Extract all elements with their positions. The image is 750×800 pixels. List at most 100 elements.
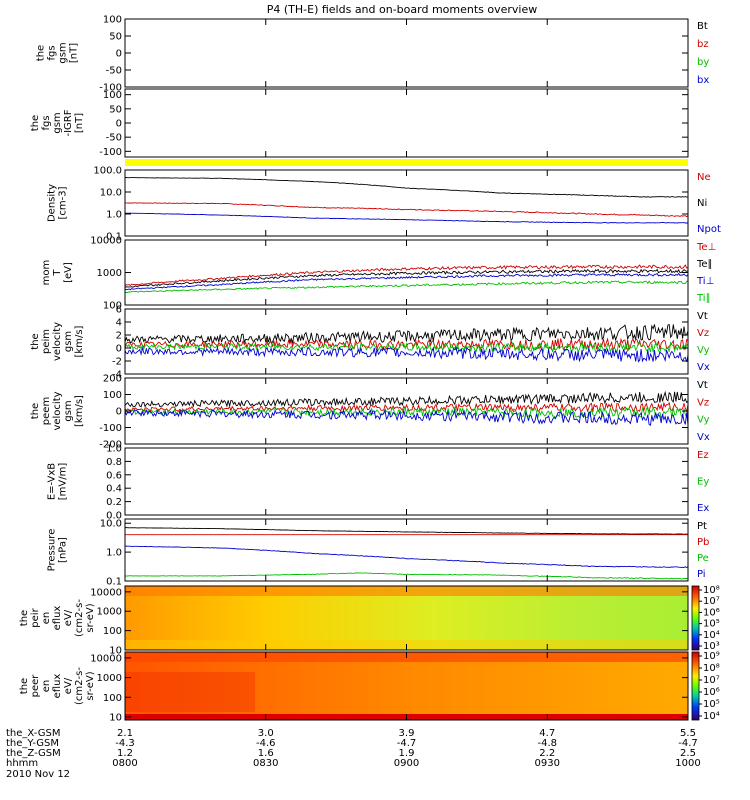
y-tick-label: 4 xyxy=(116,318,122,329)
series-p3-Ni xyxy=(125,177,688,198)
panel-p5: 6 4 2 0 -2 -4 the peim velocity gsm [km/s] Vt Vz Vy Vx xyxy=(30,305,710,381)
y-tick-label: 100.0 xyxy=(93,166,122,177)
y-tick-label: -200 xyxy=(99,440,122,451)
panel-p8: 10.0 1.0 0.1 Pressure [nPa] Pt Pb Pe Pi xyxy=(47,518,709,588)
x-axis-value: 0900 xyxy=(394,758,419,769)
y-axis-label: eflux xyxy=(52,674,63,699)
legend-p3-Npot: Npot xyxy=(697,224,721,235)
y-tick-label: 10000 xyxy=(90,653,122,664)
y-tick-label: 50 xyxy=(109,104,122,115)
y-tick-label: 100 xyxy=(103,301,122,312)
x-axis-row-label: the_Z-GSM xyxy=(6,748,61,759)
y-tick-label: 0 xyxy=(116,407,122,418)
panel-p1: 100 50 0 -50 -100 the fgs gsm [nT] Bt bz by bx xyxy=(36,15,710,94)
y-tick-label: -50 xyxy=(106,66,122,77)
legend-p5-Vt: Vt xyxy=(697,311,708,322)
y-tick-label: -100 xyxy=(99,83,122,94)
heatmap-spectrogram xyxy=(125,652,688,720)
y-axis-label: fgs xyxy=(47,45,58,60)
legend-p8-Pb: Pb xyxy=(697,537,709,548)
y-tick-label: 100 xyxy=(103,626,122,637)
panel-frame xyxy=(124,239,689,306)
y-axis-label: sr-eV) xyxy=(85,603,96,632)
colorbar-tick-label: 10⁴ xyxy=(703,711,720,722)
y-axis-label: the xyxy=(30,403,41,419)
y-axis-label: gsm xyxy=(63,331,74,352)
panel-p2: 100 50 0 -50 -100 the fgs gsm -IGRF [nT] xyxy=(30,88,689,158)
y-axis-label: [nT] xyxy=(74,113,85,133)
y-axis-label: the xyxy=(30,115,41,131)
y-tick-label: -100 xyxy=(99,423,122,434)
series-p6-Vx xyxy=(125,408,688,427)
y-tick-label: 0.8 xyxy=(106,457,122,468)
y-tick-label: 100 xyxy=(103,390,122,401)
colorbar-tick-label: 10⁸ xyxy=(703,585,720,596)
series-p4-Te∥ xyxy=(125,268,688,288)
y-axis-label: the xyxy=(19,678,30,694)
y-axis-label: peem xyxy=(41,397,52,425)
y-tick-label: 1000 xyxy=(97,673,122,684)
y-tick-label: 1000 xyxy=(97,607,122,618)
x-axis-value: 0930 xyxy=(535,758,560,769)
y-axis-label: eflux xyxy=(52,606,63,631)
series-p8-Pi xyxy=(125,545,688,569)
x-axis-row-label: the_X-GSM xyxy=(6,728,60,739)
colorbar-tick-label: 10⁴ xyxy=(703,630,720,641)
y-tick-label: 0.2 xyxy=(106,497,122,508)
panel-p3: 100.0 10.0 1.0 0.1 Density [cm-3] Ne Ni Npot xyxy=(47,166,721,243)
y-tick-label: 10.0 xyxy=(100,188,122,199)
panel-frame xyxy=(124,447,689,516)
colorbar-tick-label: 10⁵ xyxy=(703,699,720,710)
colorbar xyxy=(691,585,700,651)
series-p6-Vt xyxy=(125,390,688,408)
legend-p7-Ex: Ex xyxy=(697,503,709,514)
heatmap-spectrogram xyxy=(125,586,688,650)
legend-p4-Ti∥: Ti∥ xyxy=(696,293,711,304)
y-axis-label: sr-eV) xyxy=(85,671,96,700)
y-axis-label: the xyxy=(30,333,41,349)
figure-title: P4 (TH-E) fields and on-board moments ov… xyxy=(267,3,538,16)
legend-p1-Bt: Bt xyxy=(697,21,708,32)
legend-p4-Te⊥: Te⊥ xyxy=(696,242,716,253)
y-axis-label: [km/s] xyxy=(74,325,85,357)
y-tick-label: 0 xyxy=(116,119,122,130)
legend-p7-Ey: Ey xyxy=(697,477,709,488)
y-tick-label: 0 xyxy=(116,344,122,355)
x-axis-value: 0830 xyxy=(253,758,278,769)
y-tick-label: 10000 xyxy=(90,236,122,247)
y-axis-label: [cm-3] xyxy=(58,186,69,219)
y-tick-label: 0.1 xyxy=(106,232,122,243)
legend-p3-Ne: Ne xyxy=(697,172,711,183)
colorbar-tick-label: 10⁵ xyxy=(703,619,720,630)
y-axis-label: peir xyxy=(30,607,41,627)
colorbar-tick-label: 10³ xyxy=(703,641,720,652)
y-tick-label: -4 xyxy=(112,370,122,381)
colorbar xyxy=(691,651,700,721)
series-p4-Te⊥ xyxy=(125,264,688,286)
x-axis-value: -4.8 xyxy=(537,738,557,749)
y-axis-label: mom xyxy=(41,260,52,286)
legend-p7-Ez: Ez xyxy=(697,450,709,461)
x-axis-row-label: hhmm xyxy=(6,758,38,769)
y-axis-label: the xyxy=(36,45,47,61)
y-tick-label: 0 xyxy=(116,49,122,60)
y-axis-label: -IGRF xyxy=(63,109,74,136)
y-tick-label: -100 xyxy=(99,147,122,158)
y-tick-label: 1.0 xyxy=(106,548,122,559)
series-p6-Vz xyxy=(125,401,688,413)
y-axis-label: [mV/m] xyxy=(58,463,69,501)
series-p5-Vx xyxy=(125,346,688,363)
y-axis-label: T xyxy=(52,269,63,277)
yellow-data-gap-bar xyxy=(125,159,688,166)
y-axis-label: the xyxy=(19,610,30,626)
series-p8-Pt xyxy=(125,527,688,535)
y-axis-label: [km/s] xyxy=(74,395,85,427)
legend-p1-bz: bz xyxy=(697,39,709,50)
x-axis-value: -4.7 xyxy=(678,738,698,749)
legend-p8-Pt: Pt xyxy=(697,521,707,532)
legend-p6-Vx: Vx xyxy=(697,432,710,443)
y-axis-label: fgs xyxy=(41,115,52,130)
